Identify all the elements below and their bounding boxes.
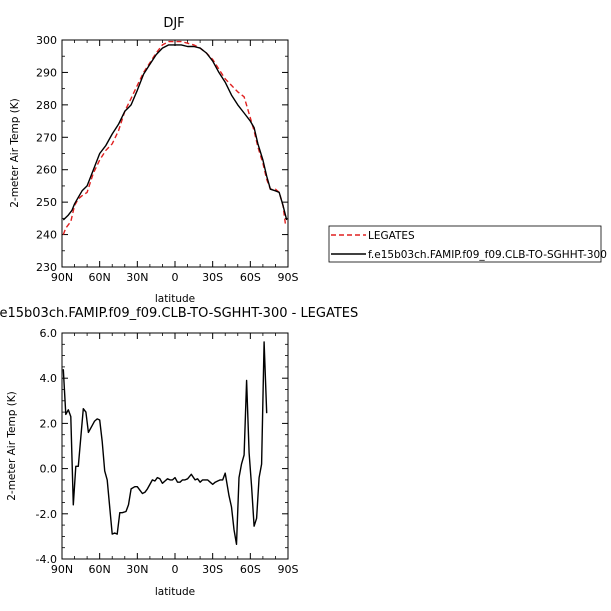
top-x-tick-label: 30N bbox=[126, 271, 148, 284]
top-x-tick-label: 60N bbox=[89, 271, 111, 284]
top-y-tick-label: 250 bbox=[36, 196, 57, 209]
top-y-tick-label: 240 bbox=[36, 229, 57, 242]
bottom-panel: f.e15b03ch.FAMIP.f09_f09.CLB-TO-SGHHT-30… bbox=[0, 306, 358, 598]
legend: LEGATES f.e15b03ch.FAMIP.f09_f09.CLB-TO-… bbox=[328, 225, 607, 263]
top-x-tick-label: 60S bbox=[240, 271, 261, 284]
bottom-y-tick-label: 0.0 bbox=[40, 463, 58, 476]
top-y-tick-label: 270 bbox=[36, 131, 57, 144]
top-panel: DJF 90N 60N 30N 0 30S 60S 90S 230 240 250 260 270 28… bbox=[9, 16, 299, 305]
top-chart-title: DJF bbox=[163, 16, 184, 31]
top-x-tick-label: 30S bbox=[202, 271, 223, 284]
bottom-series bbox=[62, 341, 268, 545]
bottom-x-tick-label: 90N bbox=[51, 563, 73, 576]
top-y-tick-label: 260 bbox=[36, 164, 57, 177]
top-x-tick-label: 90N bbox=[51, 271, 73, 284]
bottom-x-axis-label: latitude bbox=[155, 586, 195, 598]
top-y-axis-label: 2-meter Air Temp (K) bbox=[9, 98, 21, 208]
bottom-ticks: 90N 60N 30N 0 30S 60S 90S -4.0 -2.0 0.0 2.0 4.0 6.0 bbox=[36, 327, 299, 576]
top-y-tick-label: 280 bbox=[36, 99, 57, 112]
bottom-y-tick-label: 2.0 bbox=[40, 417, 58, 430]
top-series bbox=[62, 40, 288, 235]
bottom-x-tick-label: 30S bbox=[202, 563, 223, 576]
bottom-x-tick-label: 90S bbox=[278, 563, 299, 576]
legend-box bbox=[328, 225, 602, 263]
bottom-x-tick-label: 0 bbox=[172, 563, 179, 576]
bottom-y-tick-label: 4.0 bbox=[40, 372, 58, 385]
top-plot-frame bbox=[61, 39, 289, 268]
top-y-tick-label: 230 bbox=[36, 261, 57, 274]
bottom-y-tick-label: 6.0 bbox=[40, 327, 58, 340]
top-ticks: 90N 60N 30N 0 30S 60S 90S 230 240 250 260 270 280 290… bbox=[36, 34, 299, 284]
top-y-tick-label: 290 bbox=[36, 66, 57, 79]
bottom-x-tick-label: 60S bbox=[240, 563, 261, 576]
bottom-y-tick-label: -4.0 bbox=[36, 553, 57, 566]
top-x-tick-label: 0 bbox=[172, 271, 179, 284]
top-y-tick-label: 300 bbox=[36, 34, 57, 47]
legend-label-legates: LEGATES bbox=[368, 230, 415, 242]
top-x-tick-label: 90S bbox=[278, 271, 299, 284]
bottom-x-tick-label: 60N bbox=[89, 563, 111, 576]
top-series-line-model bbox=[62, 44, 288, 221]
bottom-y-axis-label: 2-meter Air Temp (K) bbox=[6, 391, 18, 501]
top-x-axis-label: latitude bbox=[155, 293, 195, 305]
bottom-chart-title: f.e15b03ch.FAMIP.f09_f09.CLB-TO-SGHHT-30… bbox=[0, 306, 358, 321]
bottom-series-line-difference bbox=[62, 341, 268, 545]
bottom-y-tick-label: -2.0 bbox=[36, 508, 57, 521]
legend-label-model: f.e15b03ch.FAMIP.f09_f09.CLB-TO-SGHHT-30… bbox=[368, 249, 607, 261]
top-series-line-legates bbox=[62, 40, 287, 235]
bottom-x-tick-label: 30N bbox=[126, 563, 148, 576]
